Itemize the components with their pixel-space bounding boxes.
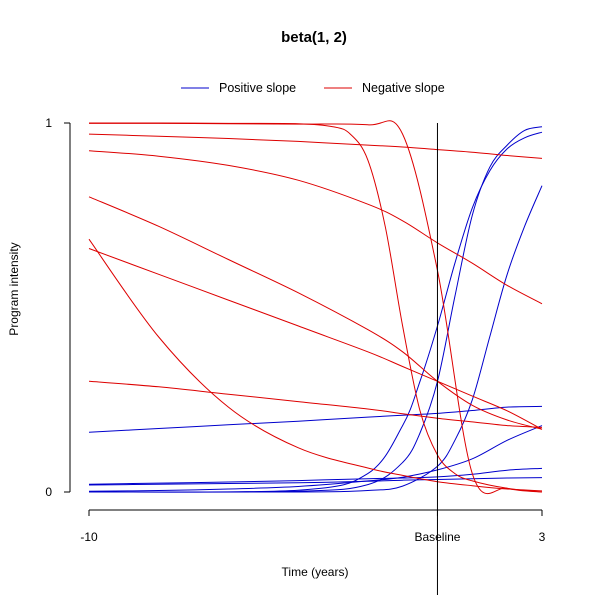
y-axis-label: Program intensity [7, 242, 21, 335]
x-ticks: -10 Baseline 3 [80, 510, 546, 544]
series-line-positive-5 [88, 126, 543, 493]
x-tick-label: -10 [80, 530, 98, 544]
y-ticks: 01 [45, 116, 70, 499]
legend: Positive slope Negative slope [181, 81, 445, 95]
series-line-positive-0 [88, 405, 543, 433]
series-line-positive-6 [88, 185, 543, 493]
series-line-negative-13 [88, 238, 543, 492]
legend-label-positive: Positive slope [219, 81, 296, 95]
legend-label-negative: Negative slope [362, 81, 445, 95]
y-tick-label: 1 [45, 116, 52, 130]
y-tick-label: 0 [45, 485, 52, 499]
series-line-positive-1 [88, 467, 543, 485]
series-line-negative-8 [88, 122, 543, 493]
chart-title: beta(1, 2) [281, 29, 347, 46]
series-line-negative-14 [88, 380, 543, 428]
x-axis-label: Time (years) [282, 565, 349, 579]
x-tick-label: 3 [539, 530, 546, 544]
series-line-negative-9 [88, 133, 543, 159]
plot-lines [88, 120, 543, 495]
series-line-negative-11 [88, 196, 543, 430]
series-line-positive-4 [88, 131, 543, 493]
series-line-negative-12 [88, 248, 543, 430]
series-line-negative-10 [88, 150, 543, 305]
series-line-negative-7 [88, 120, 543, 495]
